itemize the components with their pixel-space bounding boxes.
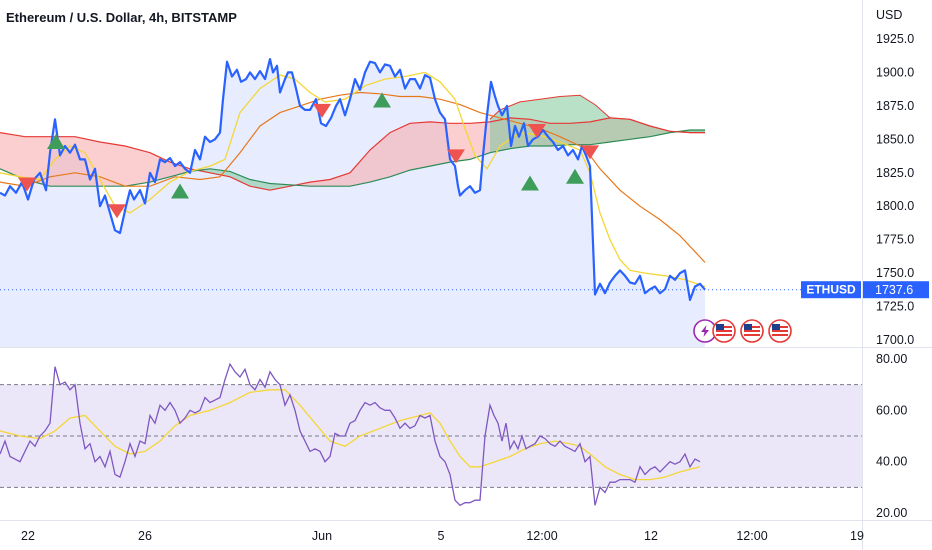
buy-signal-marker bbox=[566, 168, 584, 184]
cloud-segment bbox=[430, 121, 450, 167]
price-area bbox=[0, 59, 705, 347]
sell-signal-marker bbox=[528, 123, 546, 138]
sell-signal-marker bbox=[108, 204, 126, 219]
sell-signal-marker bbox=[18, 177, 36, 192]
price-area-fill bbox=[0, 59, 705, 347]
cloud-segment bbox=[410, 121, 430, 171]
time-axis[interactable]: 22 26 Jun 5 12:00 12 12:00 19 bbox=[21, 529, 864, 543]
signal-markers bbox=[18, 92, 599, 219]
buy-signal-marker bbox=[521, 175, 539, 191]
cloud-segment bbox=[125, 146, 150, 187]
rsi-axis[interactable]: 80.00 60.00 40.00 20.00 bbox=[876, 352, 907, 520]
us-flag-icon[interactable] bbox=[768, 319, 792, 343]
rsi-line bbox=[0, 362, 701, 507]
price-axis-tick: 1900.0 bbox=[876, 65, 914, 79]
cloud-segment bbox=[310, 179, 330, 187]
price-axis-tick: 1800.0 bbox=[876, 199, 914, 213]
cloud-segment bbox=[0, 132, 25, 180]
price-axis-tick: 1825.0 bbox=[876, 166, 914, 180]
rsi-pane[interactable] bbox=[0, 362, 862, 507]
price-axis-tick: 1775.0 bbox=[876, 233, 914, 247]
time-axis-tick: 12:00 bbox=[526, 529, 557, 543]
event-icons[interactable] bbox=[693, 319, 792, 343]
last-price-value: 1737.6 bbox=[875, 283, 913, 297]
rsi-series bbox=[0, 362, 701, 507]
cloud-segment bbox=[370, 132, 390, 183]
rsi-ma-line bbox=[0, 389, 701, 481]
cloud-segment bbox=[330, 172, 350, 187]
time-axis-tick: 19 bbox=[850, 529, 864, 543]
cloud-red-line bbox=[0, 117, 705, 191]
cloud-segment bbox=[250, 179, 270, 191]
rsi-axis-tick: 40.00 bbox=[876, 455, 907, 469]
last-price-box bbox=[863, 281, 929, 299]
rsi-axis-tick: 20.00 bbox=[876, 506, 907, 520]
chart-title: Ethereum / U.S. Dollar, 4h, BITSTAMP bbox=[6, 10, 237, 25]
buy-signal-marker bbox=[47, 134, 65, 150]
cloud-green-line bbox=[0, 129, 705, 187]
ma-orange-line bbox=[0, 91, 706, 263]
rsi-axis-tick: 80.00 bbox=[876, 352, 907, 366]
currency-label: USD bbox=[876, 8, 902, 22]
price-axis-tick: 1750.0 bbox=[876, 266, 914, 280]
us-flag-icon[interactable] bbox=[740, 319, 764, 343]
last-price-tag: ETHUSD 1737.6 bbox=[801, 281, 929, 299]
cloud-segment bbox=[350, 150, 370, 187]
symbol-label-box bbox=[801, 281, 861, 299]
price-axis-tick: 1850.0 bbox=[876, 132, 914, 146]
price-axis-tick: 1875.0 bbox=[876, 99, 914, 113]
price-line bbox=[0, 57, 706, 301]
price-axis[interactable]: 1925.0 1900.0 1875.0 1850.0 1825.0 1800.0 1775… bbox=[876, 32, 914, 347]
sell-signal-marker bbox=[447, 149, 465, 164]
time-axis-tick: 12 bbox=[644, 529, 658, 543]
buy-signal-marker bbox=[171, 183, 189, 199]
cloud-segment bbox=[270, 183, 290, 191]
price-axis-tick: 1925.0 bbox=[876, 32, 914, 46]
symbol-label: ETHUSD bbox=[806, 283, 856, 297]
sell-signal-marker bbox=[581, 145, 599, 160]
rsi-axis-tick: 60.00 bbox=[876, 403, 907, 417]
cloud-segment bbox=[100, 142, 125, 187]
us-flag-icon[interactable] bbox=[712, 319, 736, 343]
rsi-band-lines bbox=[0, 384, 862, 488]
cloud-upper-line bbox=[489, 94, 705, 134]
sell-signal-marker bbox=[313, 103, 331, 118]
time-axis-tick: 5 bbox=[438, 529, 445, 543]
time-axis-tick: 22 bbox=[21, 529, 35, 543]
cloud-upper-segment bbox=[490, 95, 705, 153]
price-axis-tick: 1725.0 bbox=[876, 300, 914, 314]
time-axis-tick: 12:00 bbox=[736, 529, 767, 543]
cloud-segment bbox=[390, 123, 410, 177]
main-price-pane[interactable] bbox=[0, 57, 862, 347]
cloud-segment bbox=[230, 171, 250, 187]
buy-signal-marker bbox=[373, 92, 391, 108]
time-axis-tick: Jun bbox=[312, 529, 332, 543]
time-axis-tick: 26 bbox=[138, 529, 152, 543]
price-axis-tick: 1700.0 bbox=[876, 333, 914, 347]
rsi-ma-series bbox=[0, 389, 701, 481]
price-series bbox=[0, 57, 706, 301]
